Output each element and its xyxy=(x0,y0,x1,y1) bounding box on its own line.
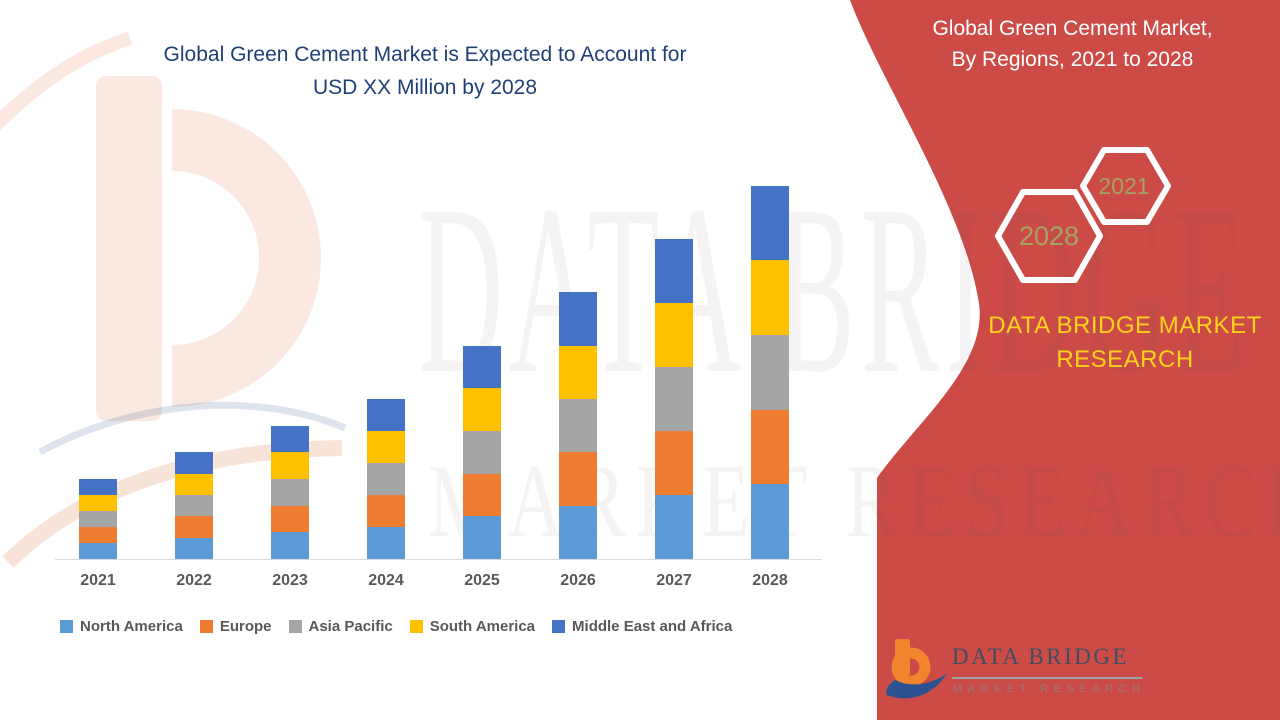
bar-segment xyxy=(751,260,789,336)
legend-swatch xyxy=(60,620,73,633)
bar-segment xyxy=(655,239,693,303)
bar-segment xyxy=(463,431,501,474)
logo-underline xyxy=(952,677,1142,679)
bar-segment xyxy=(559,345,597,400)
stacked-bar-2027 xyxy=(655,239,693,559)
bar-segment xyxy=(79,543,117,559)
stacked-bar-chart: Global Green Cement Market is Expected t… xyxy=(55,38,822,635)
legend-label: Asia Pacific xyxy=(308,618,393,635)
side-panel-title-line2: By Regions, 2021 to 2028 xyxy=(951,48,1194,71)
bar-segment xyxy=(271,425,309,453)
x-axis-line xyxy=(55,559,822,560)
hexagon-2028-outline xyxy=(995,189,1103,283)
x-axis-label: 2023 xyxy=(272,572,308,589)
legend-item: North America xyxy=(60,618,183,635)
bar-segment xyxy=(463,345,501,389)
side-panel-title-line1: Global Green Cement Market, xyxy=(932,17,1213,40)
stacked-bar-2025 xyxy=(463,345,501,559)
bar-segment xyxy=(655,303,693,367)
logo-wordmark: DATA BRIDGE xyxy=(952,644,1130,669)
legend-item: Middle East and Africa xyxy=(552,618,732,635)
logo-subtitle: MARKET RESEARCH xyxy=(953,683,1146,695)
bar-segment xyxy=(271,532,309,559)
bar-segment xyxy=(751,484,789,559)
x-axis-label: 2025 xyxy=(464,572,500,589)
bar-segment xyxy=(751,335,789,410)
bar-segment xyxy=(559,292,597,346)
bar-segment xyxy=(751,409,789,485)
bar-segment xyxy=(79,495,117,511)
legend-swatch xyxy=(552,620,566,633)
bar-segment xyxy=(367,495,405,527)
stacked-bar-2026 xyxy=(559,292,597,559)
bar-segment xyxy=(175,473,213,496)
chart-title: Global Green Cement Market is Expected t… xyxy=(60,38,790,104)
bar-segment xyxy=(271,479,309,506)
bar-segment xyxy=(79,511,117,527)
bar-segment xyxy=(559,452,597,506)
bar-segment xyxy=(367,463,405,495)
chart-legend: North America Europe Asia Pacific South Ame… xyxy=(60,618,732,635)
legend-label: North America xyxy=(80,618,183,635)
bar-segment xyxy=(655,495,693,559)
legend-label: Europe xyxy=(219,618,272,635)
stacked-bar-2021 xyxy=(79,479,117,559)
brand-name-line2: RESEARCH xyxy=(1056,346,1194,373)
legend-label: South America xyxy=(429,618,536,635)
hexagon-year-2028: 2028 xyxy=(1018,221,1080,251)
hexagon-year-2021: 2021 xyxy=(1098,173,1150,199)
stacked-bar-2022 xyxy=(175,452,213,559)
hexagon-badges xyxy=(995,147,1171,283)
company-logo: DATA BRIDGE MARKET RESEARCH xyxy=(885,633,1185,713)
bar-segment xyxy=(175,452,213,474)
bar-segment xyxy=(655,431,693,495)
bar-segment xyxy=(559,399,597,453)
x-axis-label: 2027 xyxy=(656,572,692,589)
legend-swatch xyxy=(199,620,213,633)
bar-segment xyxy=(367,431,405,463)
side-panel-title: Global Green Cement Market, By Regions, … xyxy=(895,13,1250,75)
bar-segment xyxy=(367,399,405,431)
chart-title-line2: USD XX Million by 2028 xyxy=(312,76,538,99)
stacked-bar-2023 xyxy=(271,425,309,559)
legend-label: Middle East and Africa xyxy=(572,618,733,635)
bar-segment xyxy=(367,527,405,559)
bar-segment xyxy=(751,185,789,261)
bar-segment xyxy=(271,452,309,480)
bar-segment xyxy=(463,388,501,432)
brand-name-line1: DATA BRIDGE MARKET xyxy=(988,312,1262,339)
x-axis-label: 2024 xyxy=(368,572,404,589)
x-axis-label: 2022 xyxy=(176,572,212,589)
x-axis-label: 2028 xyxy=(752,572,788,589)
bar-segment xyxy=(79,479,117,495)
bar-segment xyxy=(271,505,309,533)
chart-title-line1: Global Green Cement Market is Expected t… xyxy=(163,43,687,66)
bar-segment xyxy=(559,505,597,559)
bar-segment xyxy=(463,473,501,517)
brand-name-text: DATA BRIDGE MARKET RESEARCH xyxy=(950,309,1280,377)
stacked-bar-2024 xyxy=(367,399,405,559)
x-axis-label: 2021 xyxy=(80,572,116,589)
company-logo-icon xyxy=(886,639,947,699)
bar-segment xyxy=(655,367,693,431)
stacked-bar-2028 xyxy=(751,185,789,559)
hexagon-2021-outline xyxy=(1080,147,1171,225)
bar-segment xyxy=(463,516,501,559)
bar-segment xyxy=(175,537,213,559)
legend-swatch xyxy=(409,620,423,633)
bar-segment xyxy=(175,516,213,538)
bar-segment xyxy=(79,527,117,543)
legend-item: Europe xyxy=(199,618,272,635)
legend-swatch xyxy=(288,620,302,633)
bar-segment xyxy=(175,495,213,517)
legend-item: Asia Pacific xyxy=(288,618,393,635)
x-axis-label: 2026 xyxy=(560,572,596,589)
legend-item: South America xyxy=(409,618,536,635)
